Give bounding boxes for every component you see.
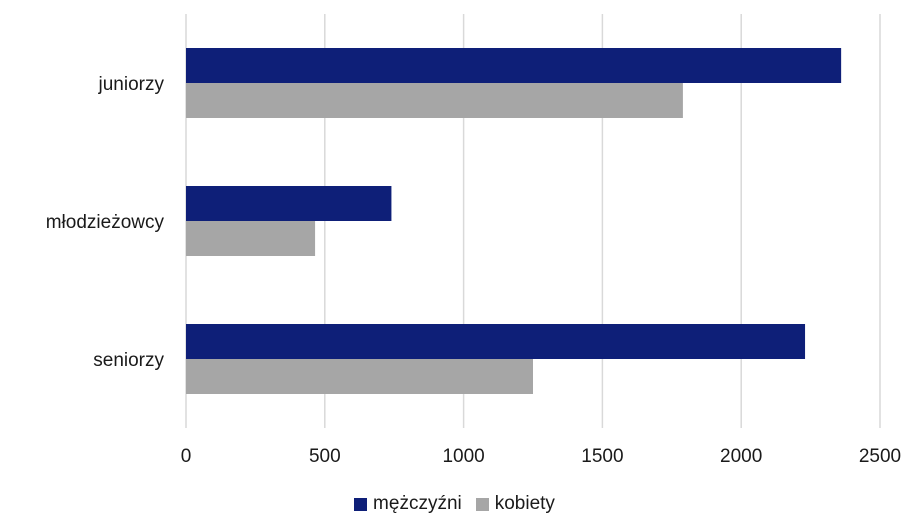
bar-women xyxy=(186,359,533,394)
x-tick-label: 1000 xyxy=(442,446,484,467)
legend-label-men: mężczyźni xyxy=(373,493,462,514)
legend-swatch-men xyxy=(354,497,368,511)
x-tick-label: 2000 xyxy=(720,446,762,467)
x-tick-labels: 0 500 1000 1500 2000 2500 xyxy=(181,446,901,467)
bar-women xyxy=(186,83,683,118)
category-label: młodzieżowcy xyxy=(46,212,165,233)
x-tick-label: 0 xyxy=(181,446,192,467)
bar-chart: juniorzy młodzieżowcy seniorzy 0 500 1000 150… xyxy=(46,14,901,467)
bar-men xyxy=(186,324,806,359)
legend-item-men: mężczyźni xyxy=(354,493,462,515)
x-tick-label: 2500 xyxy=(859,446,901,467)
bar-women xyxy=(186,221,316,256)
x-tick-label: 500 xyxy=(309,446,341,467)
bar-men xyxy=(186,48,842,83)
category-label: seniorzy xyxy=(93,350,164,371)
legend-label-women: kobiety xyxy=(494,493,555,514)
legend: mężczyźni kobiety xyxy=(0,492,909,516)
legend-swatch-women xyxy=(475,497,489,511)
category-label: juniorzy xyxy=(98,74,165,95)
x-tick-label: 1500 xyxy=(581,446,623,467)
bars-group xyxy=(186,48,842,394)
legend-item-women: kobiety xyxy=(475,493,555,515)
bar-men xyxy=(186,186,392,221)
category-labels: juniorzy młodzieżowcy seniorzy xyxy=(46,74,165,371)
